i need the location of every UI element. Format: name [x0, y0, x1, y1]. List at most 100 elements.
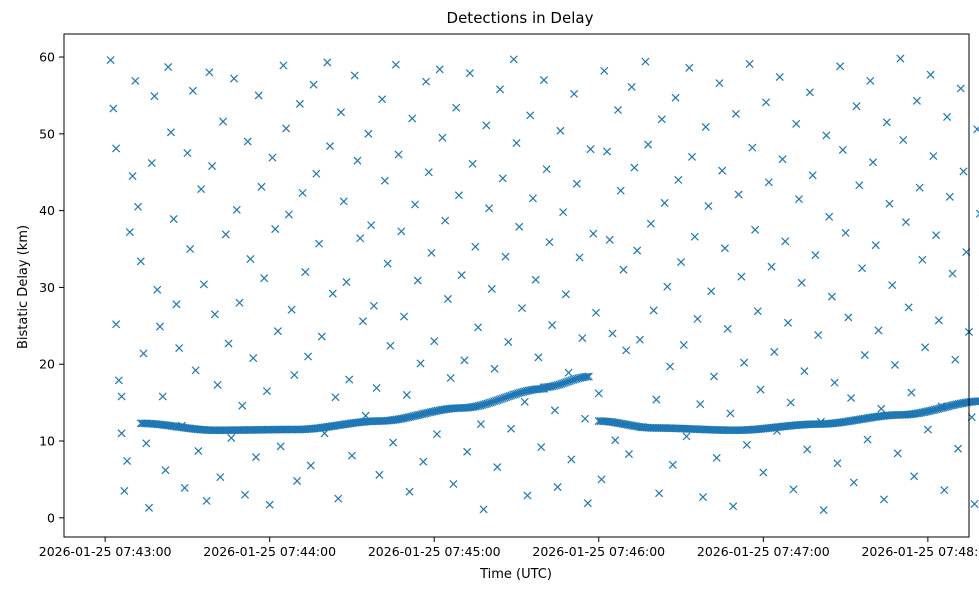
data-point — [375, 470, 384, 479]
data-point — [153, 285, 162, 294]
data-point — [449, 479, 458, 489]
y-tick-label: 0 — [47, 510, 55, 525]
data-point — [325, 142, 335, 151]
data-point — [745, 59, 754, 68]
data-point — [608, 329, 617, 338]
data-point — [520, 397, 529, 406]
data-point — [216, 473, 225, 482]
data-point — [954, 444, 963, 453]
data-point — [452, 103, 461, 112]
data-point — [910, 472, 919, 481]
data-point — [109, 104, 118, 113]
data-point — [177, 421, 186, 430]
data-point — [567, 455, 576, 464]
data-point — [775, 72, 784, 82]
data-point — [638, 423, 647, 432]
data-point — [937, 402, 946, 411]
data-point — [155, 322, 165, 331]
data-point — [679, 340, 688, 350]
data-point — [221, 230, 230, 239]
data-point — [934, 316, 943, 325]
data-point — [542, 165, 551, 174]
data-point — [734, 190, 743, 199]
data-point — [641, 57, 650, 66]
y-tick-label: 60 — [39, 50, 55, 65]
data-point — [583, 372, 592, 381]
data-point — [257, 182, 266, 191]
data-point — [317, 332, 326, 341]
data-point — [243, 137, 252, 146]
data-point — [273, 327, 282, 336]
data-point — [468, 159, 477, 168]
data-point — [251, 453, 260, 462]
data-point — [315, 239, 324, 248]
x-axis-label: Time (UTC) — [479, 567, 552, 582]
data-point — [932, 231, 941, 240]
data-point — [205, 68, 214, 77]
data-point — [805, 88, 814, 97]
data-point — [202, 496, 211, 505]
data-point — [298, 188, 307, 197]
data-point — [301, 268, 310, 277]
y-tick-label: 50 — [39, 126, 55, 141]
data-point — [139, 349, 148, 358]
data-point — [597, 475, 606, 484]
data-point — [633, 246, 642, 255]
data-point — [677, 258, 686, 267]
data-point — [923, 425, 932, 434]
data-point — [720, 244, 729, 253]
data-point — [144, 503, 154, 512]
data-point — [380, 176, 389, 185]
data-point — [956, 84, 965, 93]
y-tick-label: 30 — [39, 280, 55, 295]
data-point — [627, 82, 636, 92]
data-point — [855, 181, 864, 190]
data-point — [158, 392, 167, 401]
data-point — [652, 395, 661, 404]
data-point — [696, 400, 705, 409]
data-point — [833, 459, 842, 468]
data-point — [545, 238, 554, 247]
data-point — [635, 335, 644, 344]
data-point — [674, 175, 683, 184]
data-point — [180, 483, 189, 492]
data-point — [594, 389, 603, 398]
data-point — [882, 118, 891, 127]
data-point — [336, 108, 346, 117]
data-point — [276, 442, 285, 451]
data-point — [369, 301, 378, 310]
data-point — [367, 221, 376, 230]
data-point — [764, 178, 773, 187]
data-point — [262, 387, 271, 396]
data-point — [600, 66, 609, 75]
data-point — [808, 171, 817, 180]
data-point — [304, 352, 313, 361]
data-point — [624, 450, 633, 459]
data-point — [199, 280, 208, 289]
data-point — [874, 326, 883, 335]
data-point — [356, 234, 365, 243]
data-point — [419, 457, 428, 466]
x-tick-label: 2026-01-25 07:48:00 — [861, 544, 979, 559]
data-point — [729, 502, 738, 511]
data-point — [438, 133, 447, 142]
data-point — [386, 341, 395, 350]
data-point — [446, 374, 455, 383]
data-point — [454, 191, 463, 200]
data-point — [709, 372, 718, 381]
data-point — [493, 463, 502, 472]
data-point — [334, 494, 343, 503]
y-tick-label: 10 — [39, 434, 55, 449]
data-point — [517, 304, 527, 313]
data-point — [194, 446, 203, 456]
data-point — [581, 414, 590, 423]
x-tick-label: 2026-01-25 07:44:00 — [203, 544, 336, 559]
data-point — [890, 360, 899, 370]
y-tick-label: 20 — [39, 357, 55, 372]
data-point — [814, 331, 823, 340]
data-point — [391, 60, 400, 69]
data-point — [970, 499, 979, 509]
data-point — [183, 149, 192, 158]
data-point — [690, 232, 699, 241]
data-point — [666, 362, 675, 371]
